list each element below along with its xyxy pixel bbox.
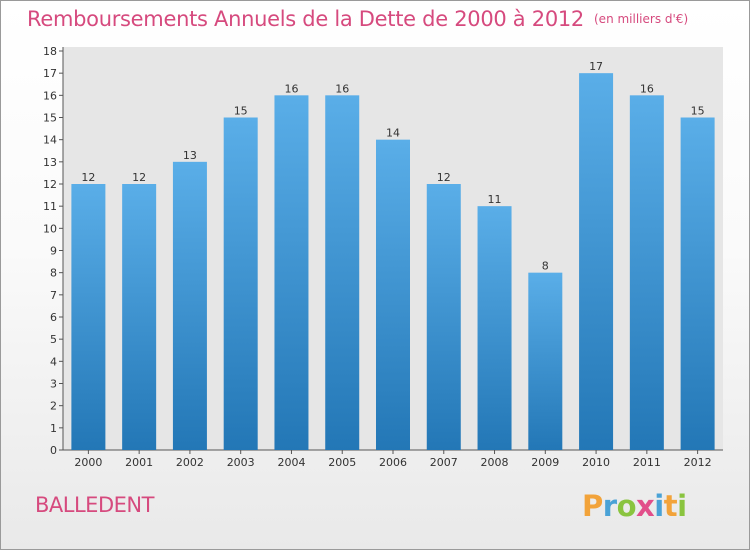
bar-2010 bbox=[579, 73, 614, 451]
data-label: 11 bbox=[488, 193, 502, 206]
data-label: 15 bbox=[691, 105, 705, 118]
data-label: 17 bbox=[589, 60, 603, 73]
y-tick-label: 0 bbox=[50, 444, 57, 457]
y-tick-label: 7 bbox=[50, 289, 57, 302]
y-tick-label: 12 bbox=[43, 178, 57, 191]
data-label: 12 bbox=[437, 171, 451, 184]
logo-letter: i bbox=[654, 489, 664, 523]
bar-2001 bbox=[122, 184, 157, 450]
x-tick-label: 2006 bbox=[379, 456, 407, 469]
y-tick-label: 10 bbox=[43, 222, 57, 235]
data-label: 12 bbox=[81, 171, 95, 184]
y-tick-label: 15 bbox=[43, 112, 57, 125]
y-tick-label: 9 bbox=[50, 245, 57, 258]
data-label: 16 bbox=[284, 82, 298, 95]
x-tick-label: 2001 bbox=[125, 456, 153, 469]
data-label: 16 bbox=[335, 82, 349, 95]
x-tick-label: 2009 bbox=[531, 456, 559, 469]
bar-2002 bbox=[172, 161, 207, 451]
data-label: 14 bbox=[386, 127, 400, 140]
bar-2005 bbox=[325, 95, 360, 450]
bar-2003 bbox=[223, 117, 258, 450]
chart-title: Remboursements Annuels de la Dette de 20… bbox=[27, 7, 584, 31]
y-tick-label: 5 bbox=[50, 333, 57, 346]
x-tick-label: 2002 bbox=[176, 456, 204, 469]
bar-2011 bbox=[629, 95, 664, 450]
y-tick-label: 13 bbox=[43, 156, 57, 169]
y-tick-label: 14 bbox=[43, 134, 57, 147]
x-axis: 2000 2001 2002 2003 2004 2005 2006 2007 2008 2009… bbox=[63, 449, 723, 469]
bar-2012 bbox=[680, 117, 715, 450]
data-label: 16 bbox=[640, 82, 654, 95]
data-label: 13 bbox=[183, 149, 197, 162]
commune-name: BALLEDENT bbox=[35, 493, 154, 517]
x-tick-label: 2004 bbox=[277, 456, 305, 469]
y-tick-label: 2 bbox=[50, 400, 57, 413]
y-tick-label: 6 bbox=[50, 311, 57, 324]
data-label: 12 bbox=[132, 171, 146, 184]
y-tick-label: 3 bbox=[50, 378, 57, 391]
logo-letter: t bbox=[663, 489, 678, 523]
bars-group: 12 12 13 15 16 16 14 12 11 8 17 16 15 bbox=[71, 60, 715, 451]
logo-letter: r bbox=[602, 489, 617, 523]
bar-2000 bbox=[71, 184, 106, 450]
x-tick-label: 2005 bbox=[328, 456, 356, 469]
y-tick-label: 17 bbox=[43, 67, 57, 80]
chart-subtitle: (en milliers d'€) bbox=[594, 12, 689, 26]
logo-letter: i bbox=[677, 489, 687, 523]
x-tick-label: 2011 bbox=[633, 456, 661, 469]
x-tick-label: 2010 bbox=[582, 456, 610, 469]
bar-2004 bbox=[274, 95, 309, 450]
bar-2009 bbox=[528, 272, 563, 450]
logo-letter: x bbox=[636, 489, 655, 523]
logo-letter: P bbox=[582, 489, 603, 523]
bar-2006 bbox=[376, 139, 410, 450]
x-tick-label: 2012 bbox=[684, 456, 712, 469]
y-tick-label: 4 bbox=[50, 355, 57, 368]
x-tick-label: 2000 bbox=[74, 456, 102, 469]
x-tick-label: 2007 bbox=[430, 456, 458, 469]
title-row: Remboursements Annuels de la Dette de 20… bbox=[27, 7, 688, 31]
y-tick-label: 1 bbox=[50, 422, 57, 435]
data-label: 15 bbox=[234, 105, 248, 118]
y-tick-label: 16 bbox=[43, 89, 57, 102]
x-tick-label: 2003 bbox=[227, 456, 255, 469]
x-tick-label: 2008 bbox=[481, 456, 509, 469]
bar-2008 bbox=[477, 206, 512, 450]
y-tick-label: 18 bbox=[43, 45, 57, 58]
data-label: 8 bbox=[542, 260, 549, 273]
y-tick-label: 8 bbox=[50, 267, 57, 280]
y-tick-label: 11 bbox=[43, 200, 57, 213]
bar-2007 bbox=[426, 184, 461, 450]
logo-letter: o bbox=[616, 489, 637, 523]
proxiti-logo: Proxiti bbox=[582, 489, 687, 523]
